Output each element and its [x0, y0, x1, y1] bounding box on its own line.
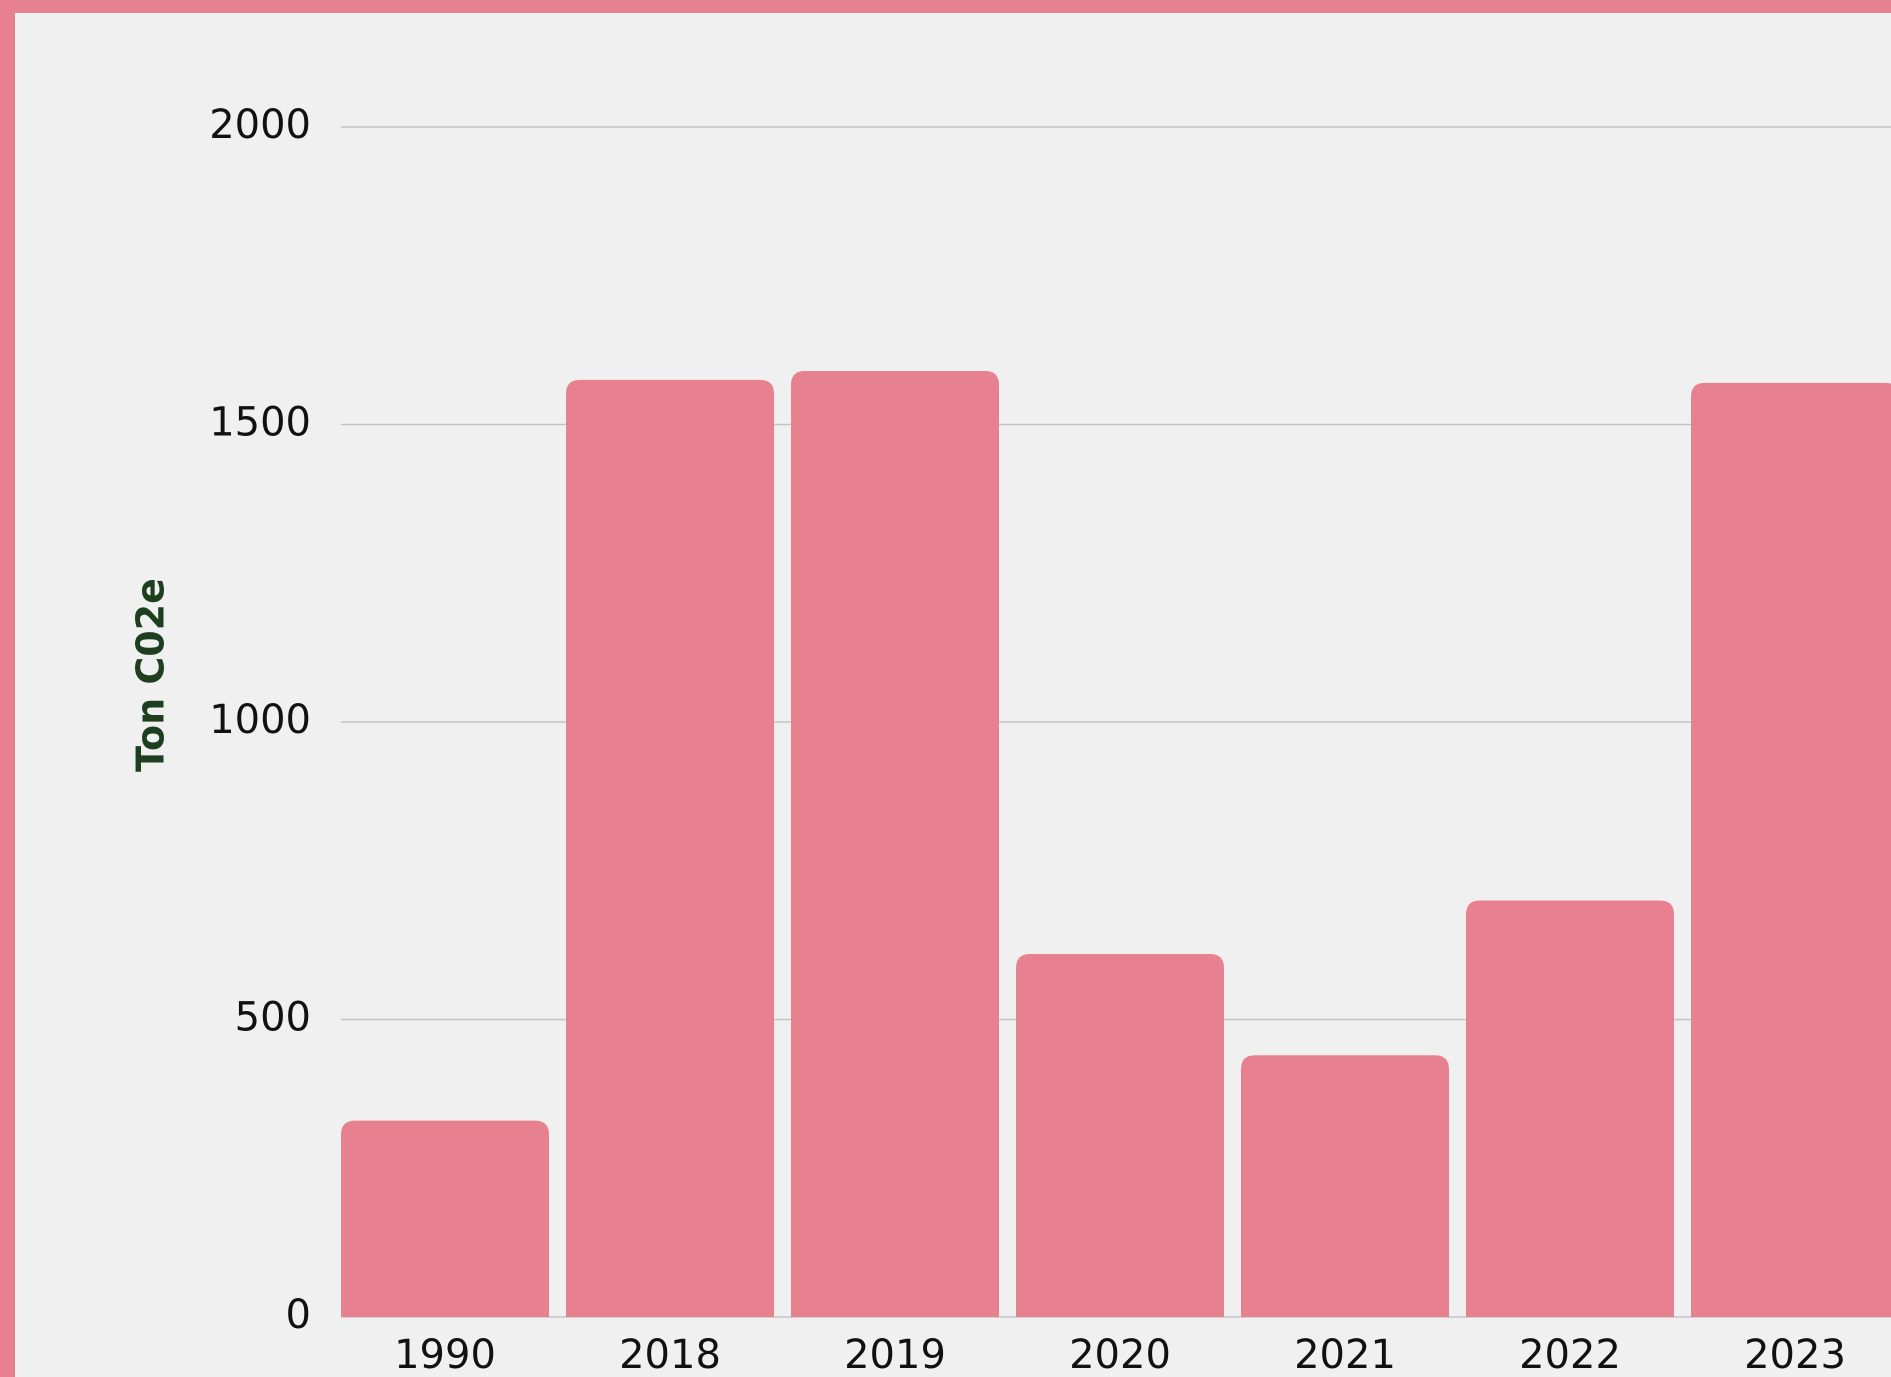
y-tick-label: 2000	[209, 102, 311, 148]
x-tick-label: 2021	[1294, 1332, 1396, 1377]
y-axis-title: Ton C02e	[129, 578, 173, 772]
bar	[341, 1120, 549, 1317]
x-tick-label: 2020	[1069, 1332, 1171, 1377]
y-tick-label: 500	[235, 995, 311, 1041]
x-tick-label: 1990	[394, 1332, 496, 1377]
x-tick-label: 2019	[844, 1332, 946, 1377]
bar	[1241, 1055, 1449, 1317]
frame-top	[0, 0, 1891, 13]
x-tick-label: 2022	[1519, 1332, 1621, 1377]
x-tick-label: 2018	[619, 1332, 721, 1377]
bar	[1466, 900, 1674, 1317]
bar	[566, 379, 774, 1317]
y-tick-label: 1000	[209, 697, 311, 743]
frame-left	[0, 0, 15, 1377]
bar	[791, 370, 999, 1317]
x-tick-label: 2023	[1744, 1332, 1846, 1377]
y-tick-label: 1500	[209, 400, 311, 446]
bar	[1016, 954, 1224, 1317]
bar	[1691, 382, 1891, 1317]
y-tick-label: 0	[286, 1292, 311, 1338]
